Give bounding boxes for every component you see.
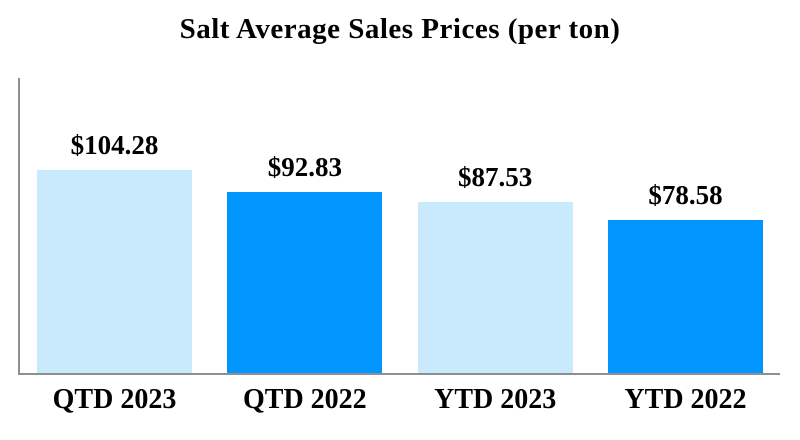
x-axis-label: YTD 2022 [624,384,747,415]
bar-column: $87.53 [417,162,573,373]
x-axis-label: QTD 2022 [242,384,367,415]
x-axis-labels: QTD 2023 QTD 2022 YTD 2023 YTD 2022 [37,384,763,416]
bar-ytd-2022 [607,220,763,373]
x-axis-label: YTD 2023 [434,384,557,415]
bar-value-label: $104.28 [70,130,159,160]
bars-container: $104.28 $92.83 $87.53 $78.58 [37,78,763,373]
x-axis-line [18,373,780,375]
bar-value-label: $87.53 [458,162,533,192]
bar-value-label: $78.58 [648,180,723,210]
bar-value-label: $92.83 [267,152,342,182]
y-axis-line [18,78,20,375]
bar-column: $78.58 [607,180,763,373]
bar-column: $92.83 [227,152,383,373]
bar-qtd-2023 [37,170,192,373]
bar-ytd-2023 [417,202,573,373]
bar-column: $104.28 [37,130,192,373]
x-axis-label: QTD 2023 [52,384,177,415]
bar-qtd-2022 [227,192,383,373]
chart-title: Salt Average Sales Prices (per ton) [179,13,621,45]
